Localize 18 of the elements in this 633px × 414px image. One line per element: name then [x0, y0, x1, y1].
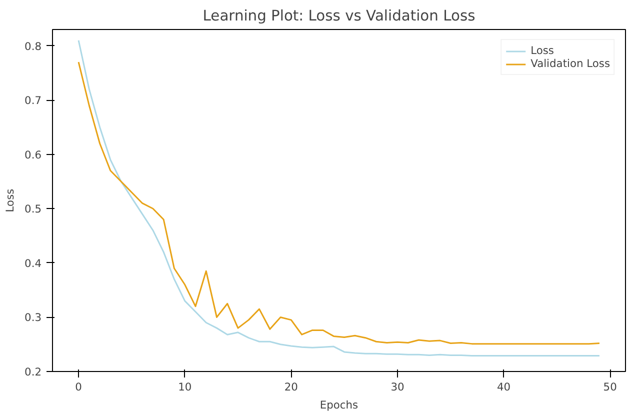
x-tick-label: 20 [284, 380, 298, 394]
legend-label: Validation Loss [530, 57, 610, 70]
y-axis-title: Loss [4, 188, 17, 212]
x-tick-label: 50 [603, 380, 618, 394]
x-tick-label: 0 [75, 380, 82, 394]
chart-title: Learning Plot: Loss vs Validation Loss [202, 8, 476, 24]
legend-label: Loss [530, 44, 554, 57]
y-tick-label: 0.2 [24, 366, 42, 378]
x-axis-title: Epochs [320, 398, 359, 412]
y-tick-label: 0.4 [24, 256, 42, 270]
x-tick-label: 40 [497, 380, 511, 394]
y-tick-label: 0.8 [24, 40, 42, 53]
y-tick-label: 0.3 [24, 311, 42, 324]
x-tick-label: 10 [178, 380, 192, 394]
y-tick-label: 0.5 [24, 202, 42, 216]
y-tick-label: 0.7 [24, 94, 42, 108]
y-tick-label: 0.6 [24, 148, 42, 162]
x-tick-label: 30 [390, 380, 404, 394]
